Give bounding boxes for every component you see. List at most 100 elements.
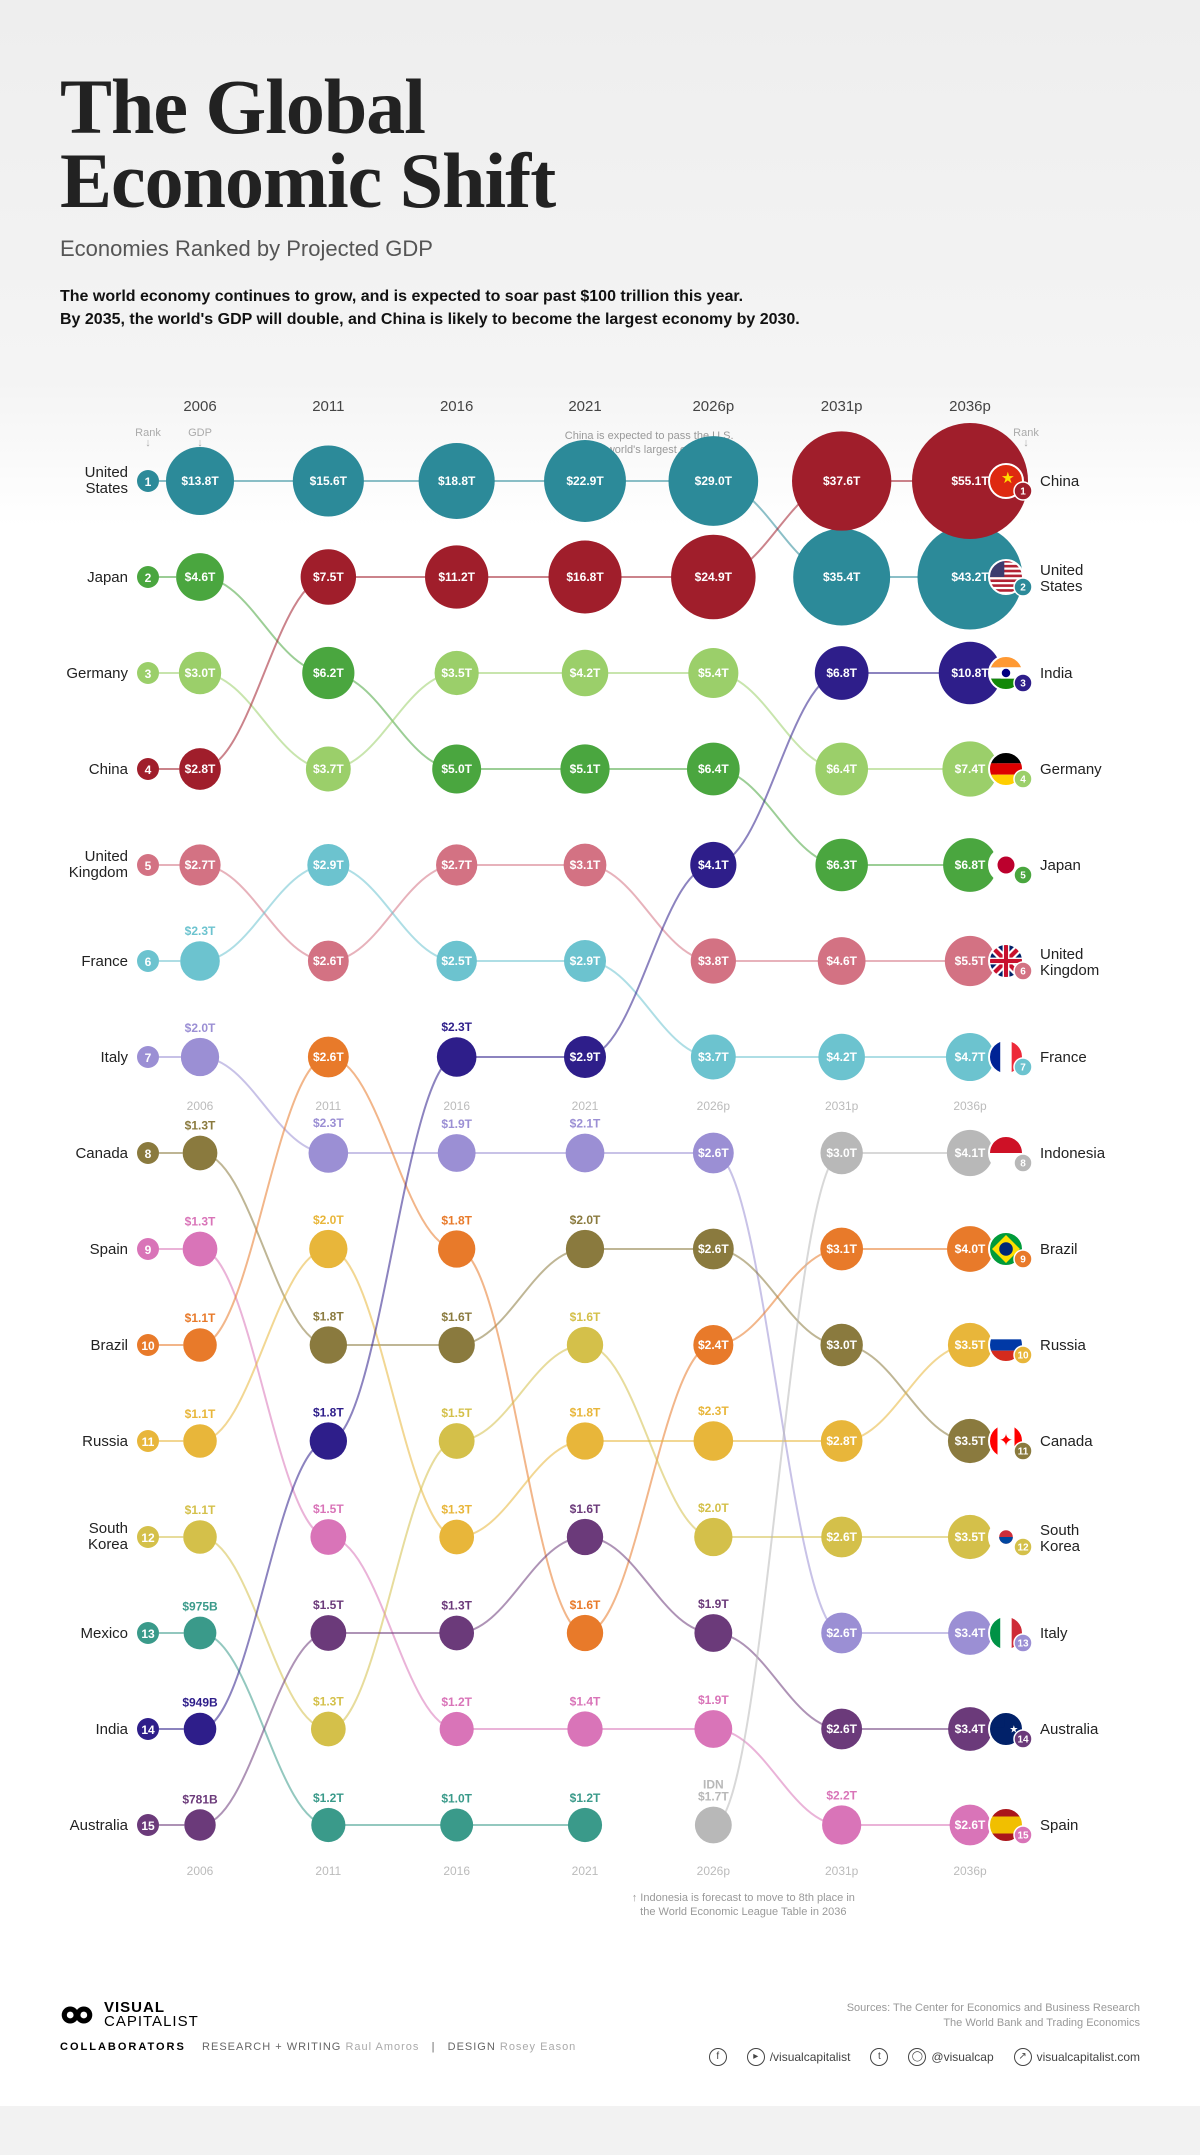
bubble-mexico-1: [311, 1808, 345, 1842]
gdp-label: $1.6T: [570, 1310, 601, 1324]
country-right-canada: Canada: [1040, 1433, 1093, 1450]
bubble-skorea-0: [183, 1520, 217, 1554]
gdp-label: $22.9T: [566, 474, 604, 488]
country-right-indonesia: Indonesia: [1040, 1145, 1106, 1162]
bubble-spain-4: [694, 1710, 732, 1748]
gdp-label: $2.6T: [313, 954, 344, 968]
bubble-russia-3: [566, 1422, 603, 1459]
gdp-label: $3.5T: [955, 1434, 986, 1448]
svg-text:5: 5: [145, 859, 152, 873]
year-mid: 2016: [443, 1099, 470, 1113]
gdp-label: $3.4T: [955, 1626, 986, 1640]
design-name: Rosey Eason: [500, 2041, 576, 2053]
country-right-usa: United: [1040, 562, 1083, 579]
social-links: f ▸/visualcapitalist t ◯@visualcap ↗visu…: [709, 2048, 1140, 2066]
gdp-label: $7.4T: [955, 762, 986, 776]
intro-line2: By 2035, the world's GDP will double, an…: [60, 311, 800, 328]
svg-text:15: 15: [141, 1819, 155, 1833]
social-tw-handle: @visualcap: [931, 2050, 993, 2064]
bubble-skorea-4: [694, 1518, 732, 1556]
svg-text:14: 14: [141, 1723, 155, 1737]
svg-text:1: 1: [1020, 486, 1026, 497]
country-right-uk: United: [1040, 946, 1083, 963]
bubble-skorea-2: [439, 1423, 475, 1459]
gdp-label: $1.2T: [313, 1791, 344, 1805]
svg-text:12: 12: [1017, 1542, 1029, 1553]
gdp-label: $2.3T: [698, 1404, 729, 1418]
gdp-label: $4.6T: [185, 570, 216, 584]
svg-text:4: 4: [145, 763, 152, 777]
gdp-label: $1.5T: [441, 1406, 472, 1420]
gdp-label: $4.2T: [826, 1050, 857, 1064]
gdp-label: $1.7T: [698, 1790, 729, 1804]
gdp-label: $2.7T: [185, 858, 216, 872]
bubble-canada-1: [310, 1326, 347, 1363]
social-yt[interactable]: ▸/visualcapitalist: [747, 2048, 851, 2066]
bubble-brazil-2: [438, 1230, 475, 1267]
gdp-label: $6.2T: [313, 666, 344, 680]
svg-text:13: 13: [141, 1627, 155, 1641]
gdp-label: $3.7T: [698, 1050, 729, 1064]
bubble-brazil-3: [567, 1615, 603, 1651]
gdp-label: $4.2T: [570, 666, 601, 680]
gdp-label: $1.8T: [313, 1309, 344, 1323]
country-right-australia: Australia: [1040, 1721, 1099, 1738]
year-footer: 2016: [443, 1864, 470, 1878]
year-mid: 2026p: [697, 1099, 731, 1113]
svg-text:States: States: [85, 480, 128, 497]
social-ig[interactable]: ◯@visualcap: [908, 2048, 993, 2066]
gdp-label: $1.8T: [441, 1213, 472, 1227]
gdp-label: $1.1T: [185, 1311, 216, 1325]
bubble-spain-5: [822, 1805, 861, 1844]
svg-text:7: 7: [1020, 1062, 1026, 1073]
year-header: 2006: [183, 398, 216, 415]
gdp-label: $2.9T: [570, 1050, 601, 1064]
social-web[interactable]: ↗visualcapitalist.com: [1014, 2048, 1140, 2066]
footer: VISUALCAPITALIST COLLABORATORS RESEARCH …: [60, 2001, 1140, 2066]
social-fb[interactable]: f: [709, 2048, 727, 2066]
svg-text:States: States: [1040, 578, 1083, 595]
gdp-label: $3.4T: [955, 1722, 986, 1736]
year-footer: 2021: [572, 1864, 599, 1878]
svg-text:15: 15: [1017, 1830, 1029, 1841]
social-tw[interactable]: t: [870, 2048, 888, 2066]
gdp-label: $3.5T: [955, 1338, 986, 1352]
svg-text:2: 2: [1020, 582, 1026, 593]
gdp-label: $4.6T: [826, 954, 857, 968]
facebook-icon: f: [709, 2048, 727, 2066]
youtube-icon: ▸: [747, 2048, 765, 2066]
research-label: RESEARCH + WRITING: [202, 2041, 341, 2053]
gdp-label: $6.4T: [826, 762, 857, 776]
gdp-label: $10.8T: [951, 666, 989, 680]
gdp-label: $2.6T: [313, 1050, 344, 1064]
svg-text:13: 13: [1017, 1638, 1029, 1649]
country-right-brazil: Brazil: [1040, 1241, 1078, 1258]
svg-text:the World Economic League Tabl: the World Economic League Table in 2036: [640, 1906, 846, 1918]
year-header: 2021: [568, 398, 601, 415]
svg-text:11: 11: [1018, 1446, 1029, 1457]
svg-text:6: 6: [145, 955, 152, 969]
country-left-brazil: Brazil: [90, 1337, 128, 1354]
svg-text:Korea: Korea: [88, 1536, 129, 1553]
design-label: DESIGN: [448, 2041, 496, 2053]
year-mid: 2006: [187, 1099, 214, 1113]
year-footer: 2026p: [697, 1864, 731, 1878]
bubble-canada-3: [566, 1230, 604, 1268]
bubble-spain-1: [310, 1519, 346, 1555]
bubble-australia-0: [184, 1809, 215, 1840]
gdp-label: $4.1T: [698, 858, 729, 872]
country-right-india: India: [1040, 665, 1073, 682]
subtitle: Economies Ranked by Projected GDP: [60, 236, 1140, 262]
gdp-label: $949B: [182, 1696, 218, 1710]
brand: VISUALCAPITALIST: [60, 2001, 576, 2030]
bubble-mexico-3: [568, 1808, 602, 1842]
brand-name: VISUALCAPITALIST: [104, 2001, 199, 2030]
svg-text:8: 8: [1020, 1158, 1026, 1169]
gdp-label: $1.9T: [698, 1597, 729, 1611]
svg-text:1: 1: [145, 475, 152, 489]
chart-svg: 20062011201620212026p2031p2036p200620112…: [60, 391, 1140, 1951]
country-left-canada: Canada: [75, 1145, 128, 1162]
footer-right: Sources: The Center for Economics and Bu…: [709, 2001, 1140, 2066]
gdp-label: $1.1T: [185, 1407, 216, 1421]
gdp-label: $6.8T: [955, 858, 986, 872]
